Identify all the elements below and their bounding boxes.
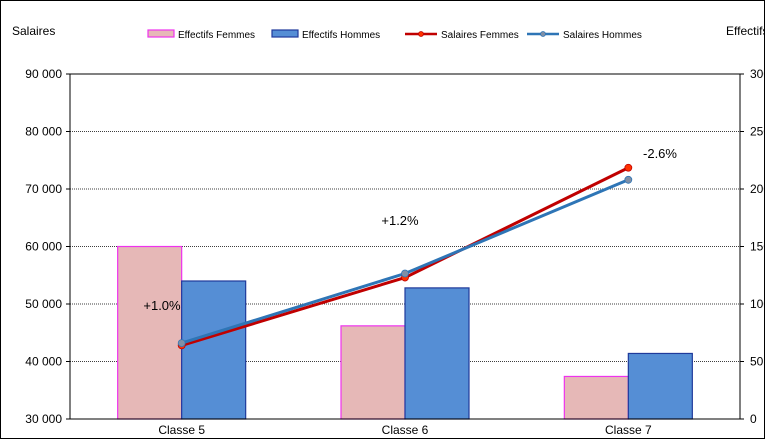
category-label: Classe 5 xyxy=(158,423,205,437)
annotations: +1.0% +1.2% -2.6% xyxy=(143,146,677,313)
point-salaires-femmes xyxy=(624,163,633,172)
bar-effectifs-hommes xyxy=(627,352,693,420)
axes: 30 000 40 000 50 000 60 000 70 000 80 000 90 0… xyxy=(12,24,765,437)
bar-effectifs-femmes xyxy=(563,375,629,420)
left-axis-title: Salaires xyxy=(12,24,55,38)
point-salaires-hommes xyxy=(401,269,409,278)
legend-swatch xyxy=(147,29,175,38)
category-label: Classe 7 xyxy=(605,423,652,437)
legend-marker xyxy=(418,31,424,37)
point-salaires-hommes xyxy=(624,175,633,184)
bar-effectifs-femmes xyxy=(117,245,183,420)
legend-label: Effectifs Femmes xyxy=(178,30,255,41)
left-axis-tick-label: 80 000 xyxy=(25,125,62,139)
left-axis-tick-label: 40 000 xyxy=(25,355,62,369)
right-axis-tick-label: 300 xyxy=(750,67,765,81)
annotation-label: +1.2% xyxy=(381,213,419,228)
right-axis-tick-label: 50 xyxy=(750,355,764,369)
legend-swatch xyxy=(271,29,299,38)
bar-effectifs-femmes xyxy=(340,325,406,420)
legend: Effectifs Femmes Effectifs Hommes Salaires… xyxy=(147,29,642,41)
legend-label: Salaires Femmes xyxy=(441,30,519,41)
legend-marker xyxy=(540,31,546,37)
bar-effectifs-hommes xyxy=(404,287,470,420)
right-axis-title: Effectifs xyxy=(726,24,765,38)
category-label: Classe 6 xyxy=(382,423,429,437)
left-axis-tick-label: 70 000 xyxy=(25,182,62,196)
legend-label: Salaires Hommes xyxy=(563,30,642,41)
right-axis-tick-label: 250 xyxy=(750,125,765,139)
bars xyxy=(117,245,693,420)
annotation-label: +1.0% xyxy=(143,298,181,313)
right-axis-tick-label: 100 xyxy=(750,297,765,311)
right-axis-tick-label: 200 xyxy=(750,182,765,196)
lines xyxy=(177,163,633,350)
legend-label: Effectifs Hommes xyxy=(302,30,380,41)
right-axis-tick-label: 150 xyxy=(750,240,765,254)
left-axis-tick-label: 50 000 xyxy=(25,297,62,311)
annotation-label: -2.6% xyxy=(643,146,677,161)
bar-effectifs-hommes xyxy=(181,280,247,420)
point-salaires-hommes xyxy=(177,339,186,348)
left-axis-tick-label: 30 000 xyxy=(25,412,62,426)
right-axis-tick-label: 0 xyxy=(750,412,757,426)
left-axis-tick-label: 90 000 xyxy=(25,67,62,81)
left-axis-tick-label: 60 000 xyxy=(25,240,62,254)
